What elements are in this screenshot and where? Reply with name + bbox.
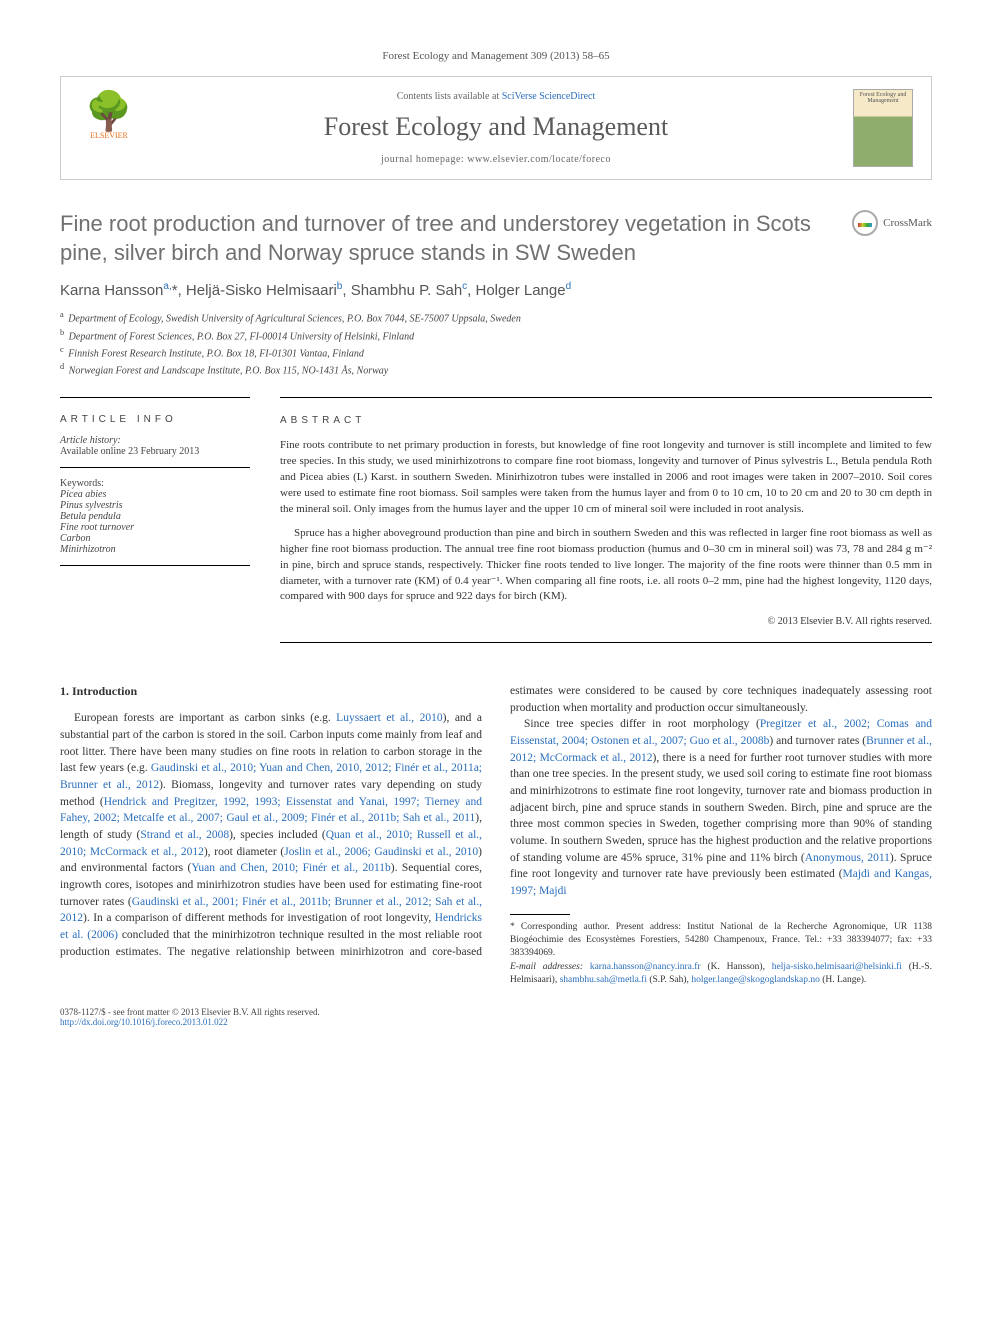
- affiliation: d Norwegian Forest and Landscape Institu…: [60, 361, 932, 378]
- affiliations: a Department of Ecology, Swedish Univers…: [60, 309, 932, 378]
- email-label: E-mail addresses:: [510, 962, 590, 972]
- citation-link[interactable]: Luyssaert et al., 2010: [336, 712, 442, 724]
- contents-prefix: Contents lists available at: [397, 91, 502, 102]
- section-heading-intro: 1. Introduction: [60, 683, 482, 700]
- article-info-sidebar: ARTICLE INFO Article history: Available …: [60, 397, 250, 643]
- email-link[interactable]: holger.lange@skogoglandskap.no: [691, 975, 820, 985]
- page-footer: 0378-1127/$ - see front matter © 2013 El…: [60, 1007, 932, 1027]
- keywords-label: Keywords:: [60, 478, 250, 489]
- email-addresses: E-mail addresses: karna.hansson@nancy.in…: [510, 961, 932, 988]
- abstract-p2: Spruce has a higher aboveground producti…: [280, 526, 932, 606]
- authors: Karna Hanssona,*, Heljä-Sisko Helmisaari…: [60, 281, 932, 299]
- abstract-heading: ABSTRACT: [280, 414, 932, 429]
- homepage-url[interactable]: www.elsevier.com/locate/foreco: [467, 154, 611, 165]
- abstract: ABSTRACT Fine roots contribute to net pr…: [280, 397, 932, 643]
- keyword: Carbon: [60, 533, 250, 544]
- keyword: Pinus sylvestris: [60, 500, 250, 511]
- citation-link[interactable]: Anonymous, 2011: [805, 852, 890, 864]
- citation-link[interactable]: Yuan and Chen, 2010; Finér et al., 2011b: [191, 862, 390, 874]
- article-info-heading: ARTICLE INFO: [60, 414, 250, 425]
- email-link[interactable]: helja-sisko.helmisaari@helsinki.fi: [772, 962, 902, 972]
- publisher-name: ELSEVIER: [90, 131, 128, 140]
- email-link[interactable]: shambhu.sah@metla.fi: [560, 975, 647, 985]
- homepage-line: journal homepage: www.elsevier.com/locat…: [159, 154, 833, 165]
- keyword: Fine root turnover: [60, 522, 250, 533]
- crossmark-badge[interactable]: CrossMark: [852, 210, 932, 236]
- journal-header: 🌳 ELSEVIER Contents lists available at S…: [60, 76, 932, 180]
- journal-reference: Forest Ecology and Management 309 (2013)…: [60, 50, 932, 62]
- citation-link[interactable]: Hendrick and Pregitzer, 1992, 1993; Eiss…: [60, 796, 482, 825]
- corresponding-author: * Corresponding author. Present address:…: [510, 921, 932, 961]
- homepage-prefix: journal homepage:: [381, 154, 467, 165]
- affiliation: b Department of Forest Sciences, P.O. Bo…: [60, 327, 932, 344]
- front-matter: 0378-1127/$ - see front matter © 2013 El…: [60, 1007, 320, 1017]
- crossmark-icon: [852, 210, 878, 236]
- affiliation: c Finnish Forest Research Institute, P.O…: [60, 344, 932, 361]
- affiliation: a Department of Ecology, Swedish Univers…: [60, 309, 932, 326]
- citation-link[interactable]: Joslin et al., 2006; Gaudinski et al., 2…: [284, 846, 478, 858]
- footnote-separator: [510, 914, 570, 915]
- crossmark-label: CrossMark: [883, 217, 932, 229]
- tree-icon: 🌳: [85, 93, 132, 131]
- journal-name: Forest Ecology and Management: [159, 112, 833, 142]
- abstract-p1: Fine roots contribute to net primary pro…: [280, 438, 932, 518]
- keyword: Minirhizotron: [60, 544, 250, 555]
- doi-link[interactable]: http://dx.doi.org/10.1016/j.foreco.2013.…: [60, 1017, 228, 1027]
- intro-p3: Since tree species differ in root morpho…: [510, 716, 932, 899]
- keyword: Picea abies: [60, 489, 250, 500]
- keyword: Betula pendula: [60, 511, 250, 522]
- copyright: © 2013 Elsevier B.V. All rights reserved…: [280, 615, 932, 630]
- history-text: Available online 23 February 2013: [60, 446, 250, 457]
- footnotes: * Corresponding author. Present address:…: [510, 921, 932, 987]
- elsevier-logo: 🌳 ELSEVIER: [79, 93, 139, 163]
- history-label: Article history:: [60, 435, 250, 446]
- citation-link[interactable]: Strand et al., 2008: [140, 829, 229, 841]
- email-link[interactable]: karna.hansson@nancy.inra.fr: [590, 962, 701, 972]
- sciencedirect-link[interactable]: SciVerse ScienceDirect: [502, 91, 596, 102]
- contents-line: Contents lists available at SciVerse Sci…: [159, 91, 833, 102]
- journal-cover-thumbnail: Forest Ecology and Management: [853, 89, 913, 167]
- article-title: Fine root production and turnover of tre…: [60, 210, 832, 267]
- body-text: 1. Introduction European forests are imp…: [60, 683, 932, 987]
